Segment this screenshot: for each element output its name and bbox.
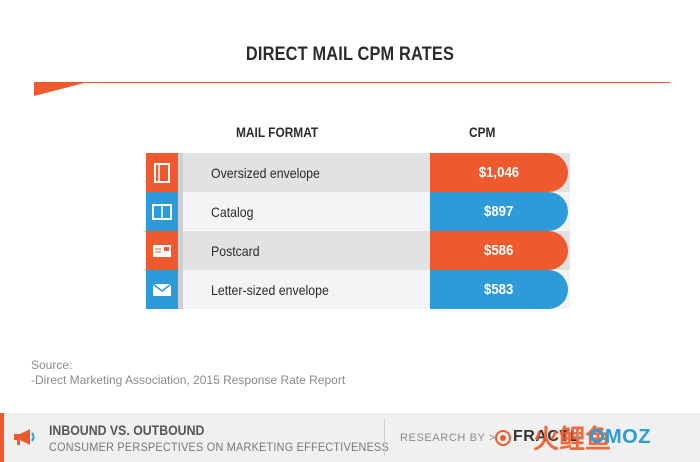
fractl-logo: FRACTL <box>513 428 580 445</box>
row-separator <box>178 192 183 231</box>
research-by-label: RESEARCH BY > <box>400 432 496 444</box>
cpm-value-bar: $583 <box>430 270 568 309</box>
moz-logo: MOZ <box>605 426 651 448</box>
cpm-value-label: $897 <box>484 203 514 220</box>
footer-title: INBOUND VS. OUTBOUND <box>49 422 205 438</box>
cpm-value-label: $1,046 <box>478 164 520 181</box>
mail-format-text: Catalog <box>211 203 254 220</box>
row-separator <box>178 231 183 270</box>
table-row: Postcard $586 <box>146 231 570 270</box>
envelope-icon <box>146 270 178 309</box>
row-separator <box>178 270 183 309</box>
moz-logo-icon <box>590 429 604 443</box>
mail-format-label: Catalog <box>183 192 430 231</box>
table-row: Oversized envelope $1,046 <box>146 153 570 192</box>
postcard-icon <box>146 231 178 270</box>
cpm-value-bar: $586 <box>430 231 568 270</box>
cpm-value-label: $583 <box>484 281 514 298</box>
mail-format-text: Postcard <box>211 242 260 259</box>
footer-bar: INBOUND VS. OUTBOUND CONSUMER PERSPECTIV… <box>0 413 700 462</box>
cpm-table: Oversized envelope $1,046 Catalog $897 Postc… <box>146 153 570 309</box>
table-row: Letter-sized envelope $583 <box>146 270 570 309</box>
column-header-cpm: CPM <box>469 124 496 140</box>
plus-sign: + <box>573 427 583 446</box>
source-text: -Direct Marketing Association, 2015 Resp… <box>31 373 346 387</box>
footer-subtitle: CONSUMER PERSPECTIVES ON MARKETING EFFEC… <box>49 440 390 454</box>
footer-accent <box>0 413 4 462</box>
megaphone-icon <box>14 429 35 445</box>
footer-divider <box>384 419 385 456</box>
mail-format-label: Oversized envelope <box>183 153 430 192</box>
title-divider <box>34 82 670 83</box>
title-accent-wedge <box>34 82 88 96</box>
chart-title: DIRECT MAIL CPM RATES <box>245 44 455 65</box>
fractl-logo-icon <box>495 430 511 446</box>
cpm-value-label: $586 <box>484 242 514 259</box>
table-row: Catalog $897 <box>146 192 570 231</box>
cpm-value-bar: $897 <box>430 192 568 231</box>
oversized-envelope-icon <box>146 153 178 192</box>
source-heading: Source: <box>31 358 73 372</box>
column-header-mail-format: MAIL FORMAT <box>236 124 319 140</box>
mail-format-label: Postcard <box>183 231 430 270</box>
cpm-value-bar: $1,046 <box>430 153 568 192</box>
mail-format-text: Oversized envelope <box>211 164 320 181</box>
mail-format-text: Letter-sized envelope <box>211 281 329 298</box>
row-separator <box>178 153 183 192</box>
source-note: Source: -Direct Marketing Association, 2… <box>31 358 345 388</box>
mail-format-label: Letter-sized envelope <box>183 270 430 309</box>
catalog-icon <box>146 192 178 231</box>
